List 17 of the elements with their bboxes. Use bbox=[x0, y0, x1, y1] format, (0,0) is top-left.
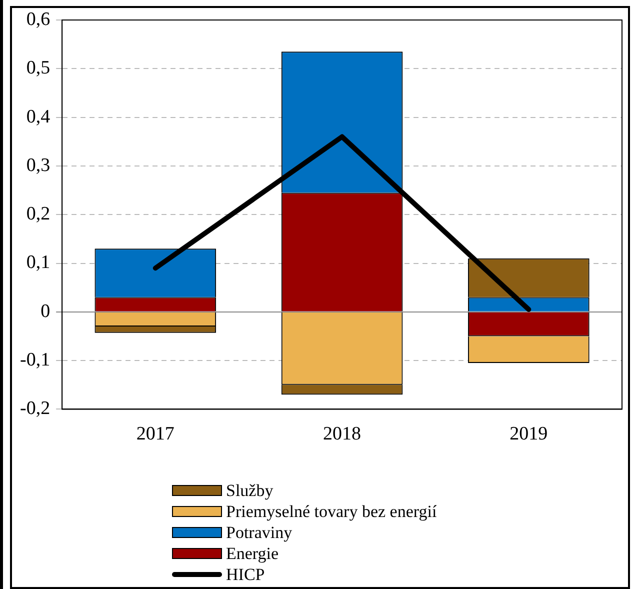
legend-label: Potraviny bbox=[226, 522, 292, 543]
y-tick-label: 0,6 bbox=[26, 8, 50, 30]
y-tick-label: 0,5 bbox=[26, 58, 50, 79]
legend-label: Priemyselné tovary bez energií bbox=[226, 501, 437, 522]
y-tick-label: -0,2 bbox=[20, 398, 50, 420]
legend-label: Služby bbox=[226, 480, 274, 501]
y-tick-label: 0,4 bbox=[26, 106, 51, 128]
x-tick-label: 2017 bbox=[136, 424, 174, 445]
y-tick-label: 0 bbox=[40, 300, 50, 322]
legend-label: HICP bbox=[226, 564, 265, 585]
x-tick-label: 2019 bbox=[510, 424, 548, 445]
y-tick-label: 0,2 bbox=[26, 204, 50, 225]
x-tick-label: 2018 bbox=[323, 424, 362, 445]
y-tick-label: -0,1 bbox=[20, 350, 50, 371]
y-tick-label: 0,1 bbox=[26, 252, 50, 274]
y-tick-label: 0,3 bbox=[26, 154, 50, 176]
legend-label: Energie bbox=[226, 543, 279, 564]
